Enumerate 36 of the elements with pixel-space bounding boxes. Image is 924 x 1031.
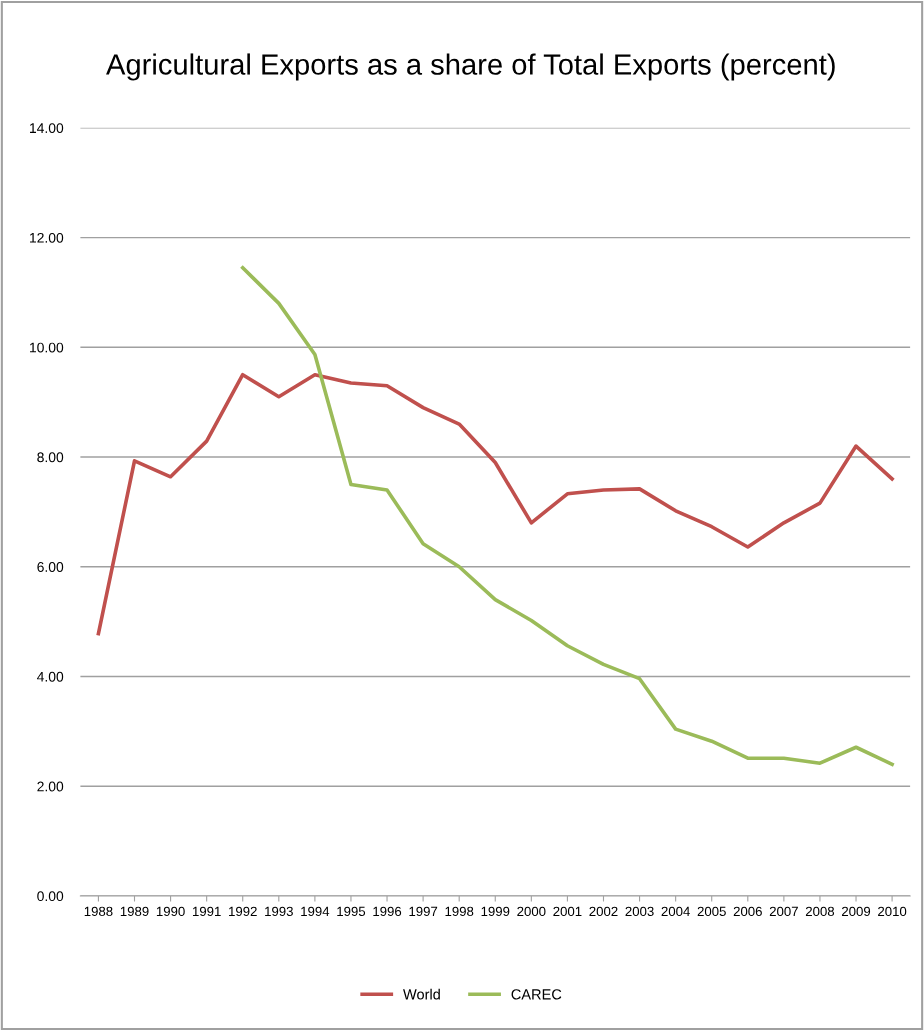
legend-label: World (403, 988, 440, 1000)
x-tick-label: 1990 (156, 906, 185, 917)
x-tick-label: 2002 (589, 906, 618, 917)
x-tick-label: 1999 (481, 906, 510, 917)
x-tick-label: 1997 (409, 906, 438, 917)
x-tick-label: 1988 (84, 906, 113, 917)
x-tick-label: 2003 (625, 906, 654, 917)
chart-title: Agricultural Exports as a share of Total Exports (percent) (106, 53, 835, 81)
x-tick-label: 2008 (805, 906, 835, 917)
x-tick-label: 1993 (265, 906, 293, 917)
x-tick-label: 1998 (445, 906, 474, 917)
legend-label: CAREC (511, 989, 562, 1000)
x-tick-label: 2009 (842, 906, 871, 917)
y-tick-label: 14.00 (30, 123, 64, 134)
y-tick-label: 8.00 (37, 452, 64, 463)
x-tick-label: 2001 (553, 906, 582, 917)
x-tick-label: 2007 (769, 906, 798, 917)
y-tick-label: 4.00 (37, 671, 64, 682)
x-tick-label: 1991 (192, 906, 221, 917)
x-tick-label: 1989 (120, 906, 149, 917)
x-tick-label: 1996 (373, 906, 402, 917)
x-tick-label: 2006 (733, 906, 762, 917)
y-tick-label: 0.00 (37, 891, 64, 902)
x-tick-label: 1995 (337, 906, 366, 917)
x-tick-label: 1994 (301, 906, 330, 917)
x-tick-label: 1992 (229, 906, 257, 917)
y-tick-label: 10.00 (30, 342, 64, 353)
y-tick-label: 12.00 (30, 232, 64, 243)
x-tick-label: 2000 (517, 906, 546, 917)
line-series (240, 265, 894, 767)
y-tick-label: 2.00 (37, 781, 64, 792)
x-tick-label: 2010 (878, 906, 907, 917)
x-tick-label: 2005 (697, 906, 726, 917)
y-tick-label: 6.00 (37, 562, 64, 572)
x-tick-label: 2004 (661, 906, 690, 917)
line-series (96, 372, 894, 636)
